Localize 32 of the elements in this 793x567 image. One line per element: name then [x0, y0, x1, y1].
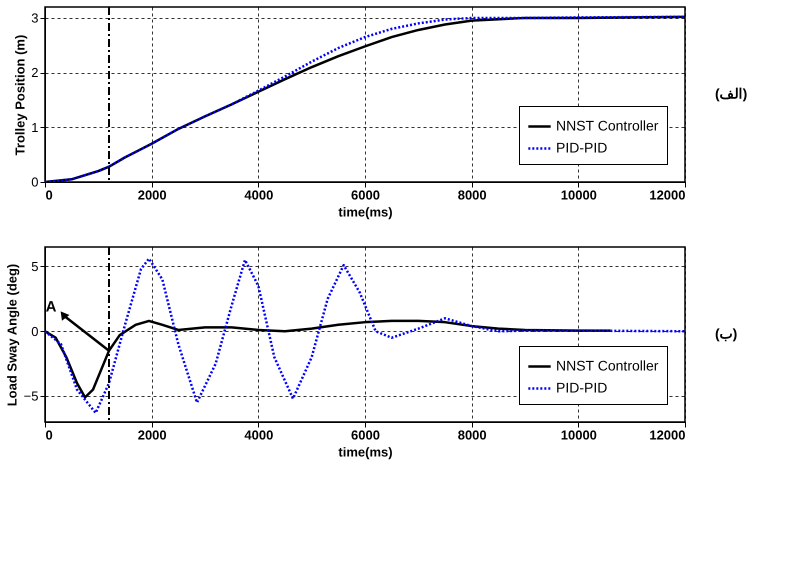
x-tick-label: 12000: [649, 188, 686, 202]
y-tick-label: 3: [31, 10, 38, 26]
y-tick-label: 2: [31, 65, 38, 80]
x-tick-label: 6000: [351, 188, 380, 202]
x-tick-label: 10000: [560, 428, 597, 442]
legend-label: NNST Controller: [556, 358, 659, 374]
x-tick-label: 8000: [458, 428, 487, 442]
x-axis-title: time(ms): [338, 444, 393, 460]
text: (ب): [715, 326, 738, 342]
x-tick-label: 4000: [244, 428, 274, 442]
x-tick-label: 6000: [351, 428, 380, 442]
legend-label: PID-PID: [556, 380, 608, 396]
legend-label: PID-PID: [556, 140, 608, 156]
x-tick-label: 12000: [649, 428, 686, 442]
legend-label: NNST Controller: [556, 118, 659, 134]
text: (الف): [715, 86, 748, 102]
x-axis-title: time(ms): [338, 204, 393, 220]
y-tick-label: 0: [31, 324, 38, 339]
y-tick-label: −5: [24, 388, 38, 404]
x-tick-label: 0: [46, 188, 53, 202]
x-tick-label: 2000: [138, 428, 167, 442]
y-tick-label: 5: [31, 258, 38, 274]
x-tick-label: 0: [46, 428, 53, 442]
y-tick-label: 1: [31, 120, 38, 135]
x-tick-label: 2000: [138, 188, 167, 202]
y-tick-label: 0: [31, 174, 38, 190]
x-tick-label: 4000: [244, 188, 274, 202]
annotation: A: [46, 298, 57, 316]
y-axis-title: Trolley Position (m): [12, 34, 28, 156]
x-tick-label: 8000: [458, 188, 487, 202]
y-axis-title: Load Sway Angle (deg): [4, 264, 20, 406]
x-tick-label: 10000: [560, 188, 597, 202]
